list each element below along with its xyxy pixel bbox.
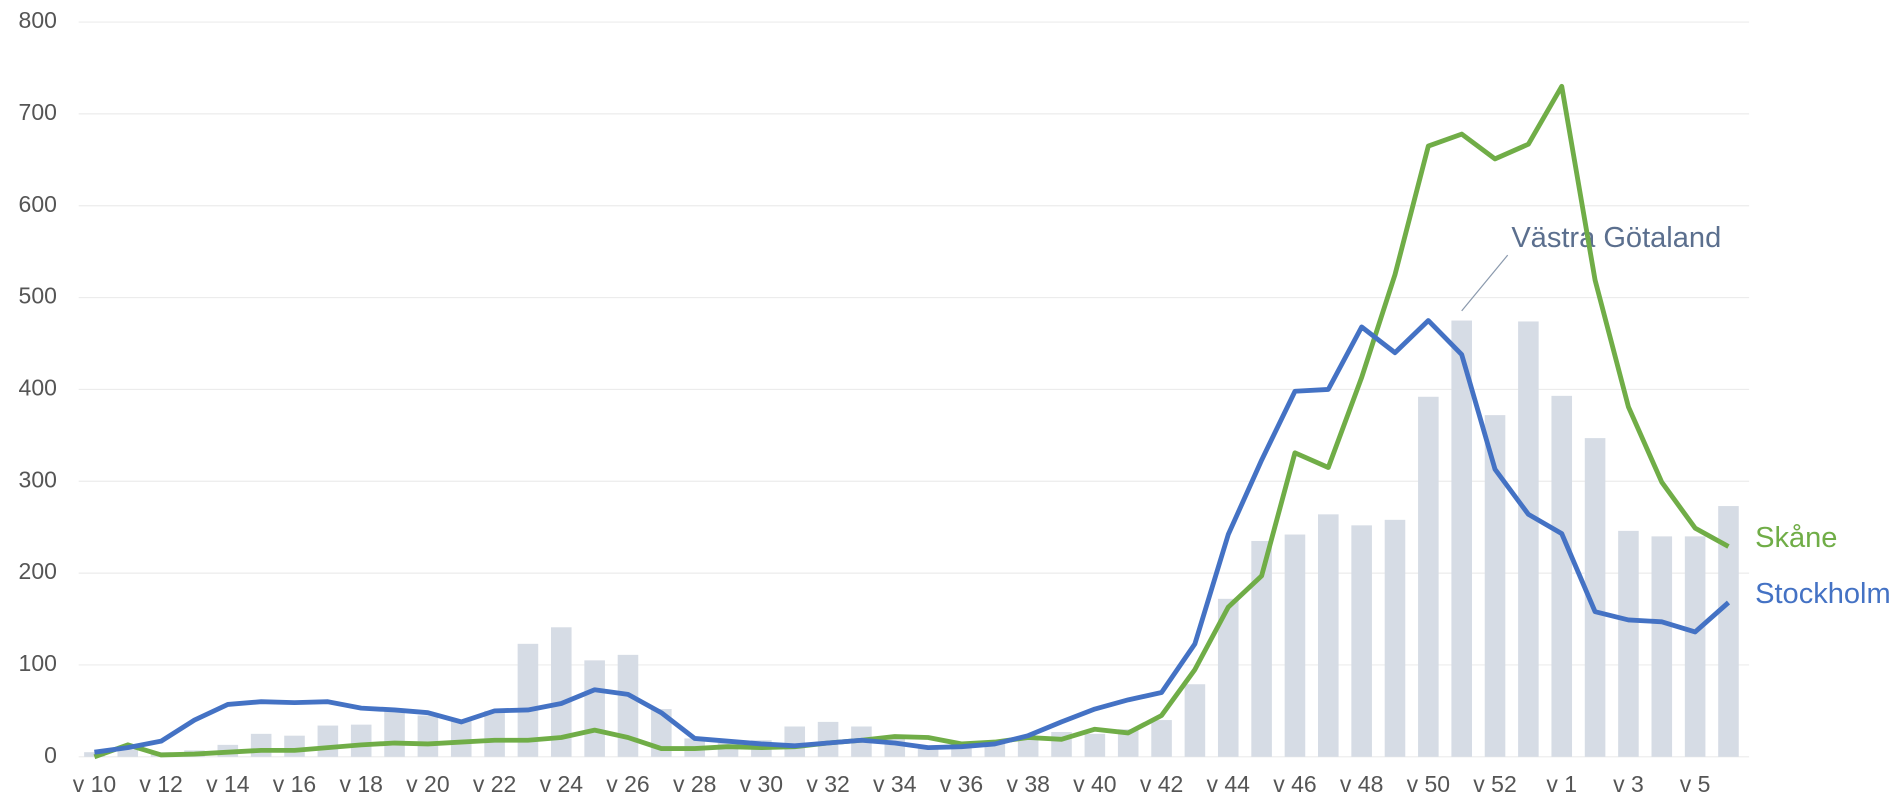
x-tick-label: v 3 — [1613, 771, 1644, 797]
bar — [817, 721, 839, 757]
bar — [1584, 438, 1606, 757]
y-tick-label: 100 — [19, 650, 57, 676]
bar — [1151, 720, 1172, 757]
x-tick-label: v 16 — [273, 771, 316, 797]
bar — [1451, 320, 1472, 757]
x-tick-label: v 52 — [1473, 771, 1516, 797]
x-tick-label: v 1 — [1546, 771, 1577, 797]
bar — [1351, 525, 1372, 757]
annotation-leader — [1461, 254, 1509, 312]
bar — [1318, 514, 1339, 757]
bar — [517, 643, 539, 757]
x-tick-label: v 30 — [740, 771, 783, 797]
line — [94, 318, 1731, 755]
bar — [551, 627, 572, 757]
bar — [1017, 736, 1039, 757]
bar — [617, 654, 639, 757]
bar — [784, 726, 806, 757]
bar — [317, 725, 339, 757]
y-tick-label: 500 — [19, 283, 57, 309]
y-tick-label: 800 — [19, 7, 57, 33]
bar — [1484, 415, 1506, 757]
series-label: Västra Götaland — [1511, 222, 1721, 254]
x-tick-label: v 38 — [1006, 771, 1049, 797]
y-tick-label: 600 — [19, 191, 57, 217]
bar — [250, 733, 272, 757]
bar — [1718, 506, 1739, 757]
x-tick-label: v 40 — [1073, 771, 1116, 797]
bar — [484, 710, 505, 757]
x-tick-label: v 48 — [1340, 771, 1383, 797]
x-tick-label: v 20 — [406, 771, 449, 797]
x-tick-label: v 14 — [206, 771, 250, 797]
x-tick-label: v 50 — [1407, 771, 1450, 797]
bar — [1084, 733, 1106, 757]
bar — [1284, 534, 1306, 757]
bar — [350, 724, 372, 757]
x-tick-label: v 18 — [339, 771, 382, 797]
y-tick-label: 300 — [19, 466, 57, 492]
bar — [1518, 321, 1539, 757]
x-tick-label: v 12 — [139, 771, 182, 797]
bar — [1684, 536, 1706, 757]
x-tick-label: v 34 — [873, 771, 917, 797]
x-tick-label: v 44 — [1207, 771, 1251, 797]
bar — [284, 735, 305, 757]
legend-label: Stockholm — [1755, 578, 1891, 610]
bar — [1217, 598, 1239, 757]
x-tick-label: v 5 — [1680, 771, 1711, 797]
y-tick-label: 200 — [19, 558, 57, 584]
bar — [1251, 540, 1272, 757]
y-tick-label: 0 — [44, 742, 57, 768]
bar — [1651, 536, 1673, 757]
bar — [1184, 684, 1206, 757]
x-tick-label: v 24 — [540, 771, 584, 797]
bar — [1418, 396, 1439, 757]
y-tick-label: 400 — [19, 374, 57, 400]
legend-label: Skåne — [1755, 522, 1837, 554]
bar — [584, 660, 605, 757]
x-tick-label: v 10 — [73, 771, 116, 797]
bar — [384, 710, 405, 757]
x-tick-label: v 32 — [806, 771, 849, 797]
x-tick-label: v 42 — [1140, 771, 1183, 797]
x-tick-label: v 46 — [1273, 771, 1316, 797]
bar — [117, 749, 139, 757]
bar — [951, 745, 972, 757]
bar — [1551, 395, 1573, 757]
bar — [450, 720, 472, 757]
bar — [1384, 519, 1406, 757]
bar — [1117, 729, 1139, 757]
bar — [917, 745, 939, 757]
x-tick-label: v 26 — [606, 771, 649, 797]
bar — [417, 715, 439, 757]
y-tick-label: 700 — [19, 99, 57, 125]
x-tick-label: v 36 — [940, 771, 983, 797]
x-tick-label: v 28 — [673, 771, 716, 797]
bar — [1618, 530, 1639, 757]
line — [93, 83, 1730, 760]
x-tick-label: v 22 — [473, 771, 516, 797]
